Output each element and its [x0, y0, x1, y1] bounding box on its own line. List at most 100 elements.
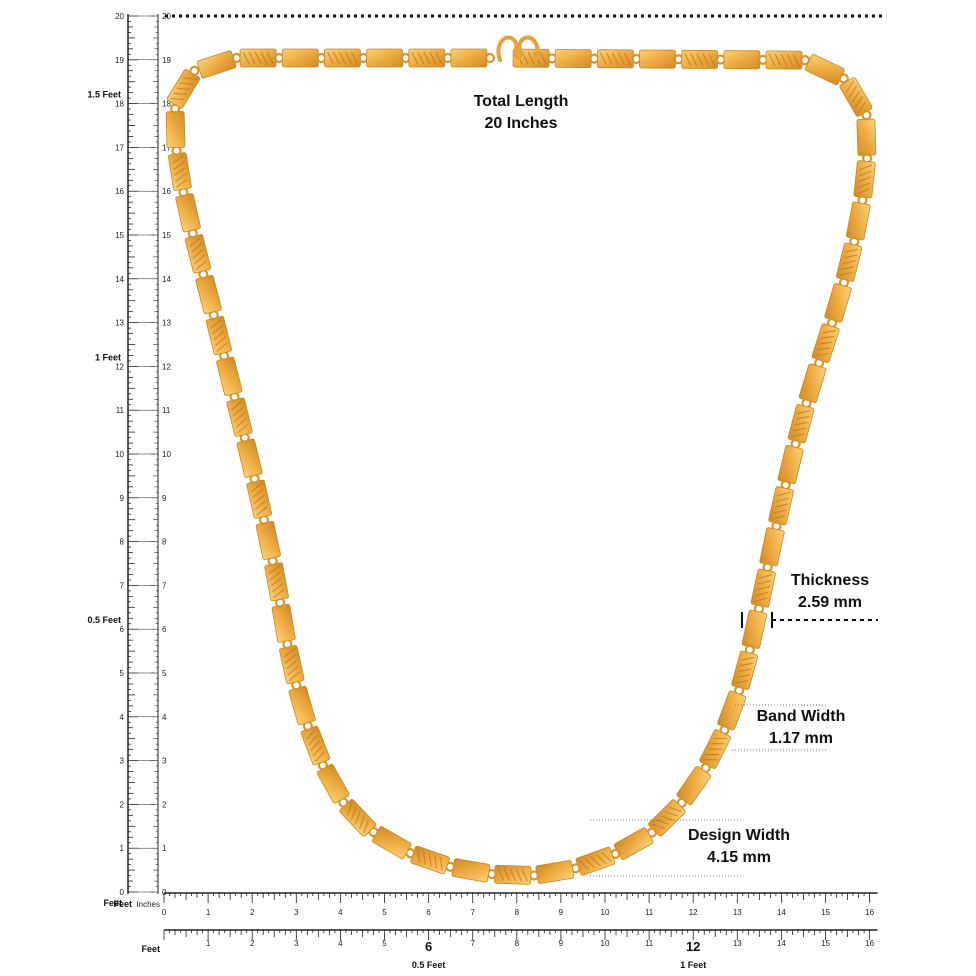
chain-link-engraving: [173, 161, 185, 170]
chain-link-engraving: [777, 491, 791, 497]
chain-link: [196, 50, 242, 79]
chain-link-engraving: [696, 53, 704, 66]
chain-link-engraving: [251, 482, 263, 493]
chain-link-engraving: [708, 748, 722, 750]
chain-link-engraving: [774, 53, 782, 67]
chain-link-engraving: [851, 90, 861, 103]
chain-link-engraving: [189, 237, 201, 247]
lower-ruler-feet-label: 0.5 Feet: [412, 960, 446, 970]
chain-link-engraving: [595, 854, 607, 865]
chain-link-engraving: [584, 858, 596, 869]
chain-link-engraving: [283, 648, 295, 658]
chain-link: [264, 555, 289, 602]
vertical-ruler-number: 3: [120, 757, 125, 766]
chain-link-engraving: [840, 266, 855, 271]
chain-link: [226, 391, 253, 437]
chain-link: [239, 48, 285, 68]
chain-link-engraving: [774, 503, 788, 508]
chain-link-engraving: [254, 500, 267, 510]
chain-link-ring: [861, 109, 872, 121]
chain-link-engraving: [858, 176, 872, 183]
vertical-ruler-inner-number: 18: [162, 100, 171, 109]
chain-link-engraving: [664, 811, 678, 817]
chain-link-body: [535, 860, 575, 884]
chain-link: [596, 49, 642, 69]
chain-link: [184, 228, 212, 274]
horizontal-ruler-number: 1: [206, 908, 211, 917]
thickness-value: 2.59 mm: [797, 594, 863, 611]
horizontal-ruler-number: 16: [865, 908, 874, 917]
chain-link-engraving: [332, 51, 340, 65]
chain-link-engraving: [768, 53, 776, 67]
chain-path: [175, 58, 866, 875]
chain-link-engraving: [739, 662, 753, 667]
chain-link-body: [236, 438, 263, 478]
chain-link-engraving: [423, 51, 431, 65]
chain-link: [338, 797, 377, 837]
chain-link: [759, 527, 785, 573]
chain-link-engraving: [306, 728, 316, 740]
chain-link-engraving: [857, 101, 867, 114]
chain-link-engraving: [818, 341, 833, 345]
vertical-ruler-feet-label: 1 Feet: [95, 352, 121, 362]
vertical-ruler-number: 17: [115, 143, 124, 152]
chain-link: [408, 48, 453, 68]
chain-link-engraving: [183, 77, 197, 80]
chain-link-ring: [189, 65, 200, 76]
horizontal-ruler-number: 15: [821, 908, 830, 917]
lower-ruler-number: 4: [338, 939, 343, 948]
vertical-ruler-number: 11: [116, 406, 125, 415]
chain-link-engraving: [338, 51, 346, 65]
chain-link: [798, 363, 827, 409]
chain-link-body: [195, 274, 222, 315]
chain-link-engraving: [791, 433, 805, 438]
vertical-ruler-inner-number: 7: [162, 581, 167, 590]
chain-link-engraving: [314, 751, 325, 763]
chain-link-engraving: [656, 819, 670, 825]
chain-link-engraving: [794, 421, 808, 426]
chain-link-engraving: [848, 85, 858, 98]
chain-link-engraving: [440, 857, 443, 871]
chain-link-engraving: [754, 597, 768, 603]
chain-link: [168, 145, 192, 191]
chain-link-engraving: [272, 583, 284, 593]
chain-link-engraving: [423, 851, 426, 865]
chain-link-engraving: [179, 82, 194, 85]
vertical-ruler-inner-number: 11: [162, 406, 171, 415]
chain-link: [639, 49, 684, 69]
chain-link-engraving: [822, 330, 837, 334]
clasp-hook: [496, 35, 540, 62]
chain-link-engraving: [237, 424, 248, 434]
lower-ruler-number: 13: [733, 939, 742, 948]
band-width-value: 1.17 mm: [768, 730, 834, 747]
band-width-title: Band Width: [756, 708, 846, 725]
chain-link-engraving: [773, 509, 787, 514]
chain-link-engraving: [497, 868, 505, 881]
chain-link-body: [255, 520, 281, 560]
chain-link-engraving: [194, 254, 205, 265]
chain-link: [279, 638, 305, 685]
chain-link-engraving: [287, 665, 299, 676]
chain-link: [300, 720, 331, 766]
vertical-ruler-number: 7: [120, 581, 125, 590]
vertical-ruler-number: 5: [120, 669, 125, 678]
chain-link: [787, 404, 815, 450]
chain-link: [166, 65, 201, 109]
lower-ruler-number: 2: [250, 939, 255, 948]
chain-link-body: [639, 49, 676, 69]
horizontal-ruler-unit: Inches: [136, 900, 160, 909]
vertical-ruler: 0011223344556677889910101111121213131414…: [87, 12, 171, 908]
vertical-ruler-feet-label: 0.5 Feet: [87, 615, 121, 625]
chain-link: [750, 568, 776, 614]
chain-link-body: [723, 50, 761, 70]
vertical-ruler-number: 4: [120, 713, 125, 722]
lower-ruler-feet-label: 1 Feet: [680, 960, 706, 970]
horizontal-ruler-number: 4: [338, 908, 343, 917]
chain-link-engraving: [509, 868, 517, 882]
chain-link-engraving: [242, 51, 250, 65]
chain-link-body: [281, 48, 319, 68]
chain-link: [195, 269, 222, 315]
chain-link-engraving: [539, 52, 547, 65]
thickness-label: Thickness 2.59 mm: [770, 570, 890, 614]
